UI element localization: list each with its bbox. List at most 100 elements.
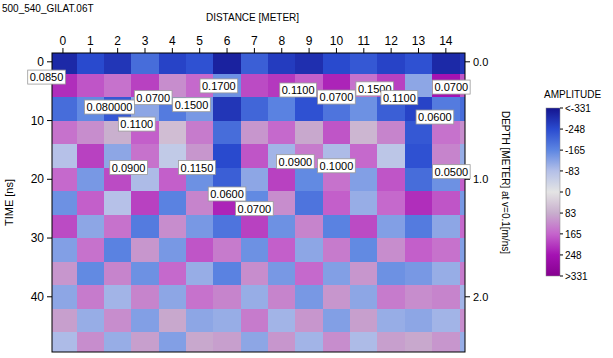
heat-cell (52, 121, 77, 144)
y-tick-label: 10 (31, 114, 45, 128)
heat-cell (377, 144, 404, 167)
heat-cell (241, 74, 268, 97)
heat-cell (77, 53, 104, 74)
heat-cell (77, 191, 104, 214)
heat-cell (159, 238, 186, 261)
heat-cell (104, 191, 131, 214)
heat-cell (159, 332, 186, 352)
heat-cell (295, 238, 322, 261)
x-tick (391, 48, 392, 53)
annotation: 0.080000 (84, 100, 134, 114)
heat-cell (377, 215, 404, 238)
heat-cell (295, 309, 322, 332)
x-tick-label: 12 (384, 34, 398, 48)
heat-cell (377, 309, 404, 332)
y2-axis-title: DEPTH [METER] at v=0.1[m/ns] (500, 111, 511, 254)
heat-cell (186, 285, 213, 308)
heat-cell (213, 238, 240, 261)
heat-cell (405, 262, 432, 285)
y2-tick (465, 296, 470, 297)
annotation-box (208, 187, 246, 201)
annotation-box (236, 202, 274, 216)
heat-cell (350, 215, 377, 238)
annotation-label: 0.0700 (136, 92, 170, 104)
heat-cell (213, 144, 240, 167)
annotation: 0.0850 (28, 70, 66, 84)
heat-cell (350, 121, 377, 144)
heat-cell (295, 53, 322, 74)
annotation-box (280, 83, 317, 97)
y2-tick-label: 0.0 (473, 56, 488, 68)
heat-cell (186, 215, 213, 238)
x-tick (199, 48, 200, 53)
heat-cell (104, 238, 131, 261)
y-tick-label: 0 (37, 55, 44, 69)
y-tick (47, 296, 52, 297)
heat-cell (77, 285, 104, 308)
annotation-box (134, 91, 172, 105)
y-tick (47, 120, 52, 121)
x-tick-label: 14 (439, 34, 453, 48)
annotation: 0.0700 (134, 91, 172, 105)
heat-cell (52, 262, 77, 285)
heat-cell (52, 215, 77, 238)
annotation-label: 0.0700 (434, 81, 468, 93)
heat-cell (77, 332, 104, 352)
heat-cell (460, 215, 465, 238)
annotation-box (84, 100, 134, 114)
heat-cell (460, 262, 465, 285)
heat-cell (104, 215, 131, 238)
heat-cell (432, 53, 459, 74)
x-tick (227, 48, 228, 53)
heat-cell (268, 309, 295, 332)
heat-cell (460, 144, 465, 167)
annotation-box (118, 117, 155, 131)
x-tick (363, 48, 364, 53)
colorbar-tick (560, 276, 563, 277)
x-tick (336, 48, 337, 53)
heat-cell (241, 238, 268, 261)
heat-cell (268, 332, 295, 352)
annotation: 0.0600 (416, 110, 454, 124)
heat-cell (432, 309, 459, 332)
heat-cell (268, 121, 295, 144)
heat-cell (159, 285, 186, 308)
annotation: 0.0600 (208, 187, 246, 201)
colorbar-tick-label: >331 (565, 271, 588, 282)
heat-cell (405, 285, 432, 308)
heat-cell (323, 262, 350, 285)
heat-cell (268, 53, 295, 74)
x-tick (445, 48, 446, 53)
heat-cell (432, 262, 459, 285)
annotation-label: 0.1100 (282, 84, 315, 96)
heat-cell (77, 168, 104, 191)
heat-cell (323, 215, 350, 238)
heat-cell (186, 262, 213, 285)
heat-cell (405, 238, 432, 261)
heat-cell (268, 215, 295, 238)
heat-cell (131, 285, 158, 308)
annotation-label: 0.1150 (181, 162, 214, 174)
annotation: 0.1100 (118, 117, 155, 131)
x-tick (90, 48, 91, 53)
plot-frame (52, 53, 465, 352)
annotation-box (432, 80, 470, 94)
chart: 500_540_GILAT.06TDISTANCE [METER]0123456… (0, 0, 613, 358)
heat-cell (186, 238, 213, 261)
annotation-label: 0.0700 (320, 91, 354, 103)
heat-cell (131, 191, 158, 214)
colorbar-tick-label: -165 (565, 145, 585, 156)
heat-cell (77, 74, 104, 97)
heat-cell (241, 285, 268, 308)
heat-cell (131, 262, 158, 285)
annotation-label: 0.0700 (238, 203, 272, 215)
colorbar-tick (560, 150, 563, 151)
y2-tick (465, 61, 470, 62)
x-tick (117, 48, 118, 53)
y2-tick-label: 1.0 (473, 173, 488, 185)
heat-cell (159, 215, 186, 238)
y-tick-label: 20 (31, 172, 45, 186)
annotation: 0.0500 (432, 165, 470, 179)
heat-cell (350, 285, 377, 308)
heat-cell (268, 238, 295, 261)
